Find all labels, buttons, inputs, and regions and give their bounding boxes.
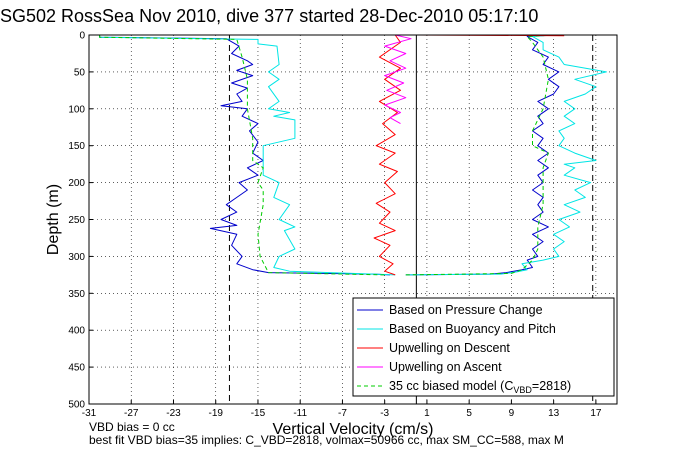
chart-title: SG502 RossSea Nov 2010, dive 377 started…	[0, 6, 539, 26]
y-tick-label: 100	[68, 104, 85, 115]
axis-ticks: -31 -27 -23 -19 -15 -11 -7 -3 1 5 9 13 1705010015020…	[68, 31, 602, 420]
footer-fit-note: best fit VBD bias=35 implies: C_VBD=2818…	[89, 433, 564, 447]
series-line-biased_model	[99, 35, 385, 276]
legend: Based on Pressure Change Based on Buoyanc…	[352, 297, 615, 397]
x-axis-label: Vertical Velocity (cm/s)	[273, 421, 434, 438]
footer-bias-note: VBD bias = 0 cc	[89, 420, 175, 434]
series-line-buoyancy	[405, 34, 607, 276]
grid	[88, 34, 617, 405]
x-tick-label: -31	[82, 408, 97, 419]
y-tick-label: 200	[68, 178, 85, 189]
legend-box	[352, 297, 615, 397]
x-tick-label: 9	[509, 408, 515, 419]
legend-label-buoyancy: Based on Buoyancy and Pitch	[389, 322, 556, 336]
series-line-pressure	[405, 34, 560, 276]
x-tick-label: -11	[293, 408, 307, 419]
y-tick-label: 50	[74, 67, 86, 78]
y-tick-label: 150	[68, 141, 85, 152]
x-tick-label: -19	[208, 408, 223, 419]
y-tick-label: 0	[79, 31, 85, 42]
x-tick-label: 13	[548, 408, 560, 419]
y-tick-label: 500	[68, 400, 85, 411]
x-tick-label: -3	[380, 408, 389, 419]
y-tick-label: 450	[68, 363, 85, 374]
x-tick-label: -15	[251, 408, 266, 419]
series-line-biased_model	[405, 34, 554, 276]
x-tick-label: 1	[424, 408, 430, 419]
y-tick-label: 250	[68, 215, 85, 226]
legend-label-pressure: Based on Pressure Change	[389, 303, 543, 317]
y-tick-label: 350	[68, 289, 85, 300]
series-line-upwelling_descent	[373, 34, 401, 276]
legend-label-biased_model: 35 cc biased model (CVBD=2818)	[389, 379, 571, 395]
legend-label-upwelling_descent: Upwelling on Descent	[389, 341, 510, 355]
series-line-buoyancy	[99, 35, 396, 276]
x-tick-label: -23	[166, 408, 181, 419]
x-tick-label: 5	[466, 408, 472, 419]
series-lines	[99, 34, 607, 276]
y-tick-label: 300	[68, 252, 85, 263]
y-tick-label: 400	[68, 326, 85, 337]
x-tick-label: -27	[124, 408, 139, 419]
legend-label-upwelling_ascent: Upwelling on Ascent	[389, 360, 502, 374]
series-line-upwelling_ascent	[384, 34, 412, 125]
x-tick-label: -7	[338, 408, 347, 419]
y-axis-label: Depth (m)	[45, 184, 62, 255]
series-line-pressure	[99, 35, 391, 276]
x-tick-label: 17	[590, 408, 602, 419]
